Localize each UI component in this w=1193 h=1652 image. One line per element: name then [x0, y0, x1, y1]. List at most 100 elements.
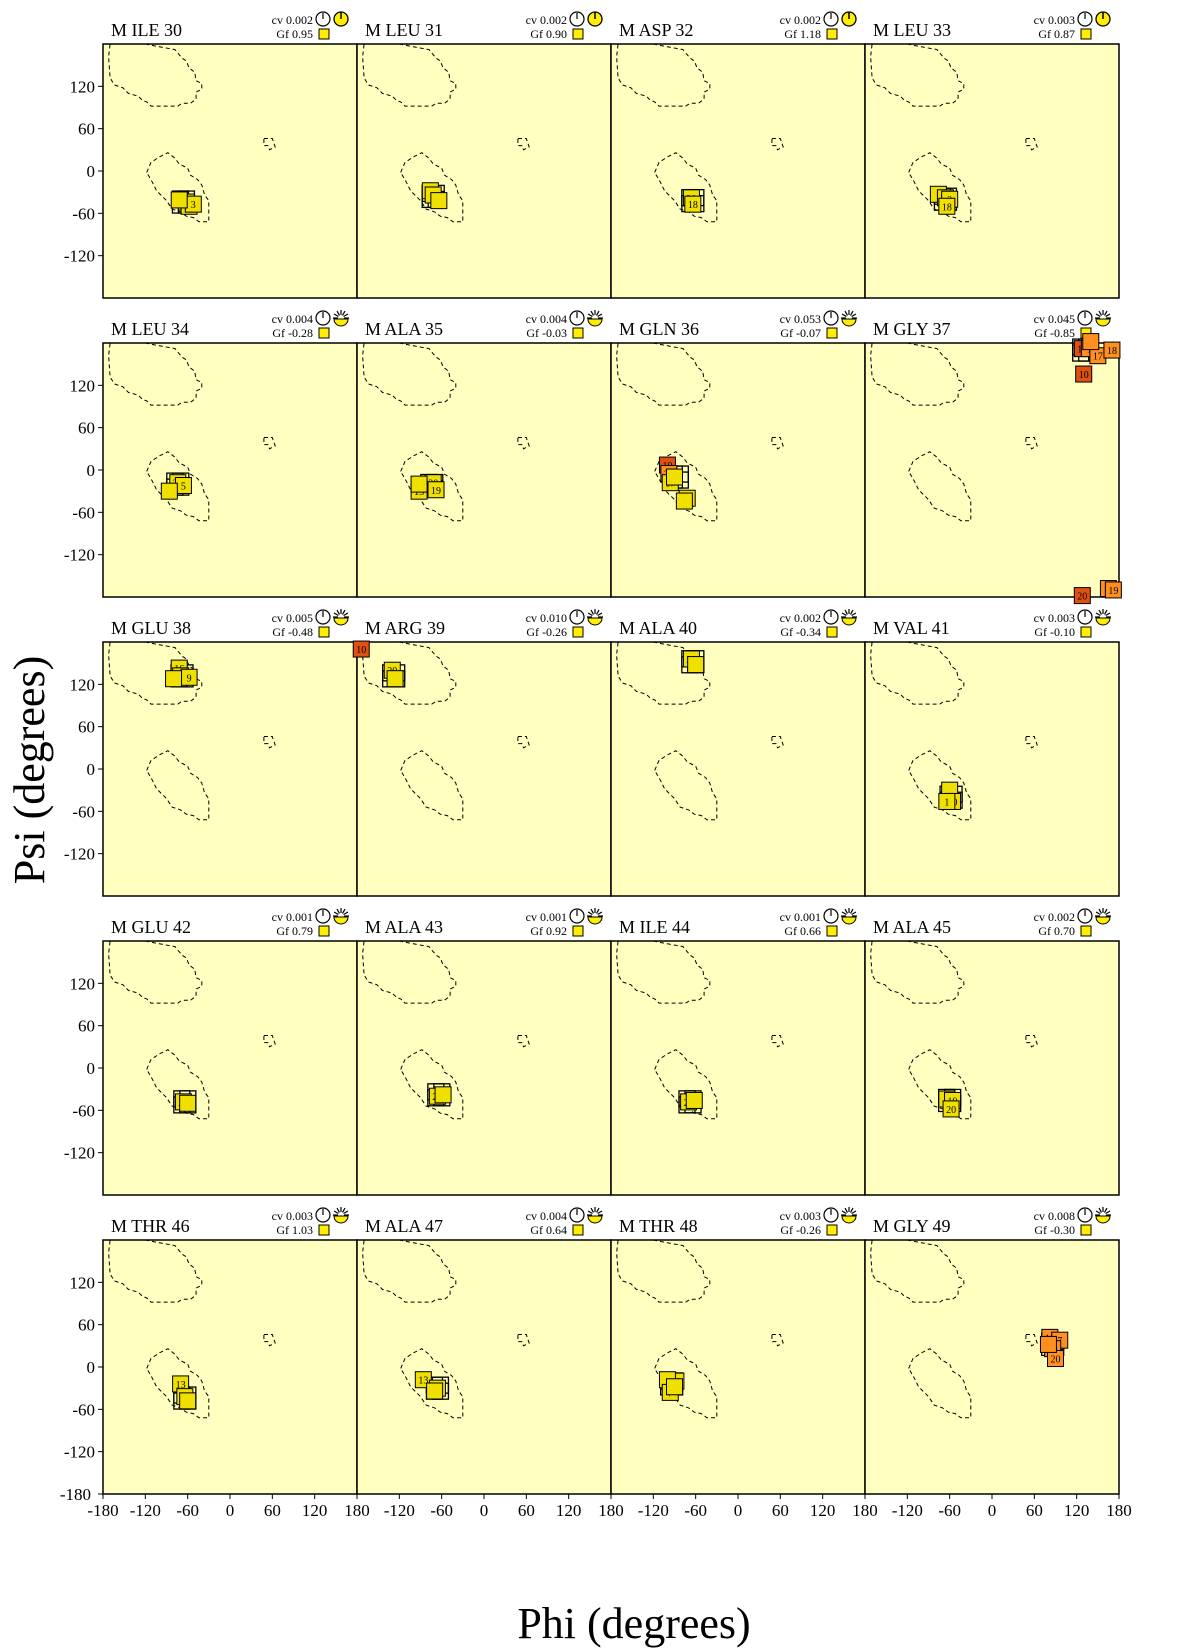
data-point — [386, 670, 404, 688]
allowed-region-alpha — [400, 750, 464, 821]
allowed-region-beta — [362, 940, 457, 1004]
sun-dial-icon — [1095, 1207, 1111, 1224]
panel-title: M LEU 33 — [873, 20, 951, 40]
panel-title: M GLY 37 — [873, 319, 951, 339]
allowed-region-alpha — [654, 750, 718, 821]
data-point — [179, 1392, 197, 1410]
clock-icon — [1077, 609, 1093, 625]
clock-icon — [823, 1207, 839, 1223]
gf-value: Gf 0.90 — [530, 27, 567, 41]
gf-value: Gf 0.87 — [1038, 27, 1075, 41]
data-point — [1104, 581, 1122, 599]
allowed-region-alpha — [146, 451, 210, 522]
panel-plot-area — [864, 1239, 1120, 1495]
allowed-region-left — [771, 138, 784, 151]
sun-dial-icon — [587, 1207, 603, 1224]
data-point — [410, 475, 428, 493]
clock-icon — [315, 310, 331, 326]
cv-value: cv 0.004 — [272, 312, 313, 326]
clock-icon — [315, 908, 331, 924]
x-axis-label: Phi (degrees) — [517, 1599, 750, 1648]
y-tick-label: -60 — [72, 1101, 95, 1120]
data-point-label: 9 — [187, 673, 192, 684]
gf-value: Gf -0.28 — [272, 326, 313, 340]
allowed-region-alpha — [146, 750, 210, 821]
data-point — [430, 192, 448, 210]
allowed-region-alpha — [146, 1348, 210, 1419]
y-tick-label: 60 — [78, 718, 95, 737]
data-point-label: 3 — [191, 200, 196, 211]
allowed-region-left — [517, 1035, 530, 1048]
panel-plot-area — [356, 43, 612, 299]
allowed-region-beta — [616, 342, 711, 406]
data-point-label: 13 — [176, 1380, 186, 1391]
allowed-region-beta — [108, 1239, 203, 1303]
panel-plot-area — [610, 43, 866, 299]
gf-value: Gf 0.64 — [530, 1223, 567, 1237]
x-tick-label: 60 — [264, 1501, 281, 1520]
gf-value: Gf -0.30 — [1034, 1223, 1075, 1237]
x-tick-label: -60 — [176, 1501, 199, 1520]
y-axis-label: Psi (degrees) — [5, 656, 54, 885]
sun-dial-icon — [587, 609, 603, 626]
panel-plot-area — [356, 1239, 612, 1495]
gf-value: Gf 0.92 — [530, 924, 567, 938]
data-point — [170, 191, 188, 209]
data-point — [427, 481, 445, 499]
x-tick-label: -60 — [430, 1501, 453, 1520]
sun-dial-icon — [587, 11, 603, 27]
x-tick-label: -120 — [638, 1501, 669, 1520]
gf-swatch-icon — [1080, 28, 1092, 40]
data-point-label: 10 — [356, 645, 366, 656]
sun-dial-icon — [333, 1207, 349, 1224]
gf-value: Gf -0.48 — [272, 625, 313, 639]
allowed-region-alpha — [654, 152, 718, 223]
panel-plot-area — [102, 641, 358, 897]
x-tick-label: 120 — [302, 1501, 328, 1520]
panel-plot-area — [102, 43, 358, 299]
gf-value: Gf 0.70 — [1038, 924, 1075, 938]
sun-dial-icon — [333, 609, 349, 626]
gf-value: Gf -0.34 — [780, 625, 821, 639]
allowed-region-beta — [616, 1239, 711, 1303]
allowed-region-left — [517, 1334, 530, 1347]
panel-title: M GLU 38 — [111, 618, 191, 638]
y-tick-label: -60 — [72, 1400, 95, 1419]
cv-value: cv 0.002 — [1034, 910, 1075, 924]
gf-swatch-icon — [826, 925, 838, 937]
y-tick-label: 0 — [87, 760, 96, 779]
cv-value: cv 0.010 — [526, 611, 567, 625]
data-point — [426, 1382, 444, 1400]
cv-value: cv 0.002 — [780, 13, 821, 27]
gf-swatch-icon — [826, 626, 838, 638]
allowed-region-alpha — [908, 451, 972, 522]
x-tick-label: 60 — [518, 1501, 535, 1520]
clock-icon — [1077, 310, 1093, 326]
gf-value: Gf -0.26 — [780, 1223, 821, 1237]
y-tick-label: 120 — [70, 77, 96, 96]
gf-value: Gf 0.66 — [784, 924, 821, 938]
allowed-region-left — [771, 1334, 784, 1347]
y-tick-label: -120 — [64, 845, 95, 864]
allowed-region-beta — [870, 1239, 965, 1303]
allowed-region-left — [517, 437, 530, 450]
gf-swatch-icon — [1080, 1224, 1092, 1236]
allowed-region-left — [263, 138, 276, 151]
allowed-region-alpha — [908, 1049, 972, 1120]
allowed-region-left — [771, 1035, 784, 1048]
panel-plot-area — [864, 342, 1120, 598]
allowed-region-beta — [108, 342, 203, 406]
x-tick-label: 0 — [734, 1501, 743, 1520]
sun-dial-icon — [1095, 310, 1111, 327]
y-tick-label: 0 — [87, 162, 96, 181]
data-point — [666, 468, 683, 486]
allowed-region-left — [263, 736, 276, 749]
